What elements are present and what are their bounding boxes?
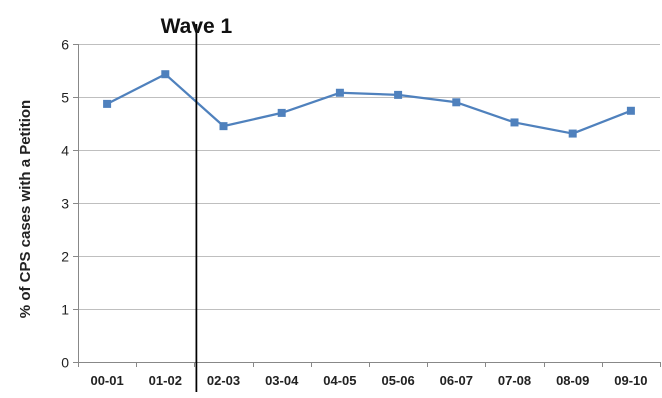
x-tick-label: 03-04 [265,373,299,388]
axes [73,44,661,367]
y-axis-label: % of CPS cases with a Petition [17,100,34,318]
x-tick-label: 06-07 [440,373,473,388]
x-tick-label: 01-02 [149,373,182,388]
y-tick-label: 0 [61,355,69,371]
x-tick-label: 09-10 [614,373,647,388]
y-tick-label: 5 [61,90,69,106]
x-tick-label: 00-01 [90,373,123,388]
x-tick-label: 07-08 [498,373,531,388]
y-tick-label: 6 [61,37,69,53]
data-point [510,118,519,127]
data-point [103,99,112,108]
series-0 [103,70,635,138]
data-point [452,98,461,107]
annotations: Wave 1 [161,15,233,392]
y-tick-label: 3 [61,196,69,212]
data-point [219,122,228,131]
data-point [626,106,635,115]
series-layer [103,70,635,138]
labels: 0 1 2 3 4 5 6 00-01 01-02 02-03 03-04 04-05 05-06 06-… [17,37,648,389]
wave-label: Wave 1 [161,15,233,38]
gridlines [78,44,660,363]
series-line [106,73,632,135]
x-tick-label: 04-05 [323,373,356,388]
x-tick-label: 02-03 [207,373,240,388]
data-point [277,108,286,117]
y-tick-label: 1 [61,302,69,318]
data-point [394,90,403,99]
y-tick-label: 2 [61,249,69,265]
data-point [568,129,577,138]
x-tick-label: 05-06 [381,373,414,388]
data-point [335,88,344,97]
data-point [161,70,170,79]
x-tick-label: 08-09 [556,373,589,388]
y-tick-label: 4 [61,143,69,159]
